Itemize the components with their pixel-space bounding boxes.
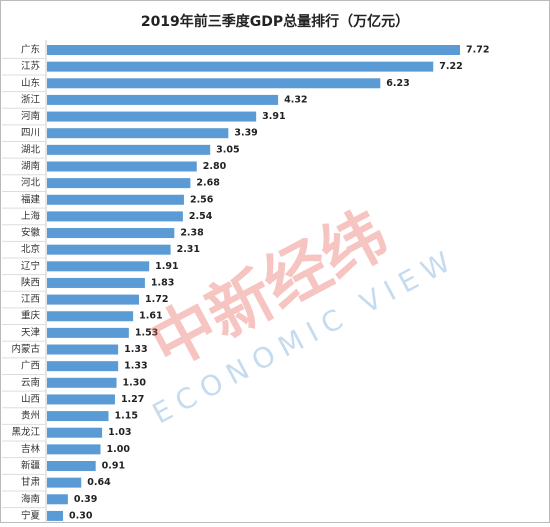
bar — [47, 427, 103, 438]
category-label: 甘肃 — [21, 476, 40, 488]
category-label: 江西 — [21, 294, 40, 305]
category-label: 吉林 — [21, 443, 41, 455]
bar — [47, 311, 134, 322]
bar — [47, 510, 64, 521]
category-label: 辽宁 — [21, 260, 40, 272]
value-label: 2.38 — [180, 228, 204, 239]
bar — [47, 444, 101, 455]
category-label: 湖南 — [21, 160, 40, 172]
category-label: 内蒙古 — [11, 343, 40, 355]
value-label: 7.22 — [439, 61, 462, 72]
bar — [47, 128, 229, 139]
value-label: 2.56 — [190, 194, 214, 205]
category-label: 贵州 — [21, 410, 40, 422]
value-label: 1.91 — [155, 261, 178, 272]
chart-title: 2019年前三季度GDP总量排行（万亿元） — [141, 13, 409, 30]
bar — [47, 94, 279, 105]
bar — [47, 344, 119, 355]
value-label: 2.31 — [177, 244, 200, 255]
value-label: 7.72 — [466, 45, 489, 56]
bar — [47, 277, 145, 288]
bar — [47, 111, 257, 122]
category-label: 云南 — [21, 376, 40, 388]
bar — [47, 461, 96, 471]
bar — [47, 194, 184, 205]
value-label: 1.27 — [121, 394, 144, 405]
bar — [47, 78, 381, 89]
value-label: 1.61 — [139, 311, 162, 322]
category-label: 天津 — [21, 327, 41, 338]
bar — [47, 494, 68, 505]
bar — [47, 144, 211, 155]
category-label: 湖北 — [21, 144, 41, 155]
category-label: 广西 — [21, 360, 40, 372]
bar — [47, 211, 183, 222]
bar — [47, 294, 140, 305]
category-label: 陕西 — [21, 276, 40, 288]
value-label: 1.33 — [124, 344, 147, 355]
value-label: 1.15 — [115, 411, 138, 422]
category-label: 浙江 — [21, 93, 41, 105]
bar — [47, 361, 119, 372]
category-label: 安徽 — [21, 227, 41, 239]
value-label: 1.72 — [145, 294, 168, 305]
value-label: 0.91 — [102, 461, 125, 472]
value-label: 1.00 — [106, 444, 130, 455]
category-label: 河北 — [21, 177, 41, 189]
value-label: 1.83 — [151, 277, 174, 288]
value-label: 2.80 — [203, 161, 227, 172]
bar — [47, 261, 150, 272]
bar — [47, 45, 460, 55]
category-label: 北京 — [21, 243, 40, 255]
category-label: 黑龙江 — [11, 426, 40, 438]
value-label: 1.03 — [108, 427, 131, 438]
value-label: 1.33 — [124, 361, 147, 372]
bar — [47, 477, 82, 488]
value-label: 6.23 — [386, 78, 409, 89]
value-label: 0.30 — [69, 510, 93, 521]
bar — [47, 377, 117, 388]
bar — [47, 61, 434, 72]
category-label: 江苏 — [21, 60, 41, 72]
value-label: 3.39 — [234, 128, 257, 139]
value-label: 0.39 — [74, 494, 97, 505]
category-label: 山东 — [21, 77, 40, 89]
value-label: 4.32 — [284, 94, 307, 105]
bar — [47, 161, 197, 172]
bar — [47, 228, 175, 239]
bar — [47, 178, 191, 189]
value-label: 3.05 — [216, 144, 239, 155]
category-label: 上海 — [21, 210, 41, 222]
category-label: 广东 — [21, 44, 40, 56]
category-label: 重庆 — [21, 310, 41, 322]
value-label: 0.64 — [87, 477, 111, 488]
bar — [47, 244, 171, 255]
value-label: 2.54 — [189, 211, 213, 222]
category-label: 宁夏 — [21, 509, 41, 521]
value-label: 2.68 — [196, 178, 220, 189]
category-label: 福建 — [21, 193, 41, 205]
category-label: 海南 — [21, 493, 40, 505]
value-label: 1.30 — [123, 377, 147, 388]
category-label: 山西 — [21, 394, 40, 405]
category-label: 四川 — [21, 128, 40, 139]
category-label: 河南 — [21, 110, 40, 122]
value-label: 1.53 — [135, 327, 158, 338]
bar — [47, 327, 129, 338]
bar — [47, 394, 115, 405]
bar — [47, 411, 109, 422]
value-label: 3.91 — [262, 111, 285, 122]
category-label: 新疆 — [21, 460, 41, 472]
